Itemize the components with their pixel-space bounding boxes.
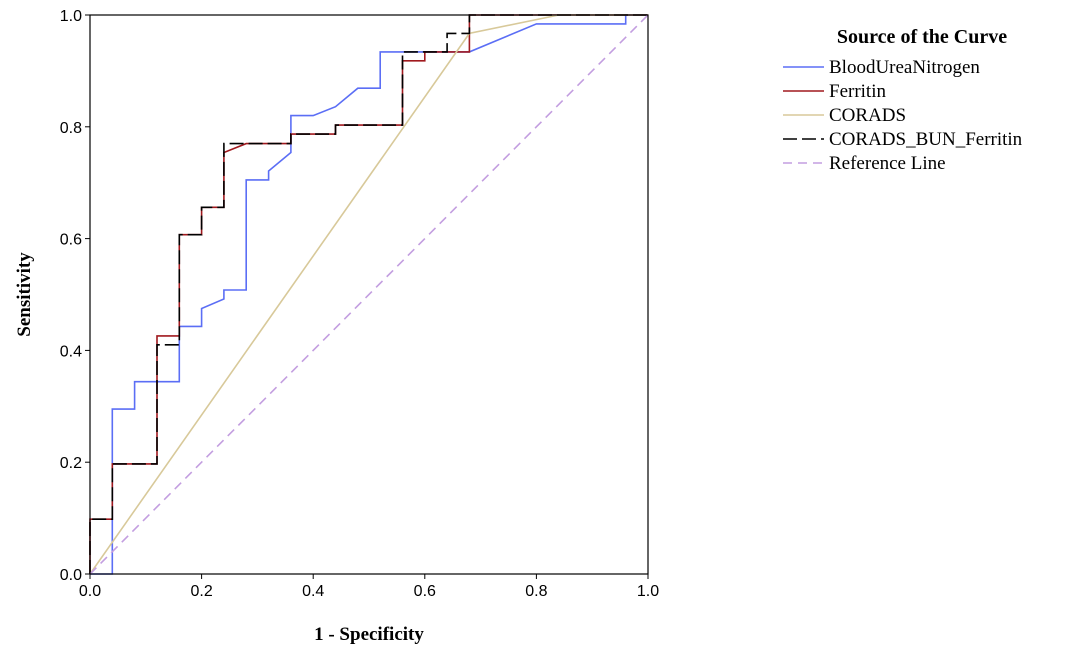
legend-title: Source of the Curve bbox=[837, 26, 1007, 48]
axes: 0.0 0.2 0.4 0.6 0.8 1.0 0.0 0.2 0.4 0.6 0.8 1.0 bbox=[60, 8, 659, 600]
legend-item: Ferritin bbox=[783, 81, 886, 102]
y-tick-label: 0.8 bbox=[60, 120, 82, 137]
x-tick-label: 1.0 bbox=[637, 583, 659, 600]
x-axis-title: 1 - Specificity bbox=[314, 624, 424, 645]
x-tick-label: 0.0 bbox=[79, 583, 101, 600]
legend-label: CORADS bbox=[829, 105, 906, 126]
legend-item: CORADS_BUN_Ferritin bbox=[783, 129, 1023, 150]
y-tick-label: 1.0 bbox=[60, 8, 82, 25]
legend-item: Reference Line bbox=[783, 153, 946, 174]
legend-label: Reference Line bbox=[829, 153, 946, 174]
legend-item: BloodUreaNitrogen bbox=[783, 57, 980, 78]
y-tick-label: 0.0 bbox=[60, 567, 82, 584]
legend: Source of the Curve BloodUreaNitrogen Fer… bbox=[783, 26, 1023, 174]
legend-item: CORADS bbox=[783, 105, 906, 126]
legend-label: Ferritin bbox=[829, 81, 886, 102]
legend-label: CORADS_BUN_Ferritin bbox=[829, 129, 1023, 150]
x-tick-label: 0.8 bbox=[525, 583, 547, 600]
x-tick-label: 0.6 bbox=[414, 583, 436, 600]
x-tick-label: 0.2 bbox=[190, 583, 212, 600]
y-tick-label: 0.6 bbox=[60, 232, 82, 249]
plot-frame bbox=[89, 14, 649, 575]
y-axis-title: Sensitivity bbox=[14, 252, 35, 337]
series-line-reference-line bbox=[89, 14, 649, 575]
legend-label: BloodUreaNitrogen bbox=[829, 57, 980, 78]
series-line-corads-bun-ferritin bbox=[89, 14, 648, 574]
series-line-ferritin bbox=[89, 14, 648, 574]
legend-entries: BloodUreaNitrogen Ferritin CORADS CORADS_BU… bbox=[783, 57, 1023, 174]
plot-area bbox=[89, 14, 649, 575]
y-tick-label: 0.4 bbox=[60, 343, 82, 360]
y-tick-label: 0.2 bbox=[60, 455, 82, 472]
x-tick-label: 0.4 bbox=[302, 583, 324, 600]
